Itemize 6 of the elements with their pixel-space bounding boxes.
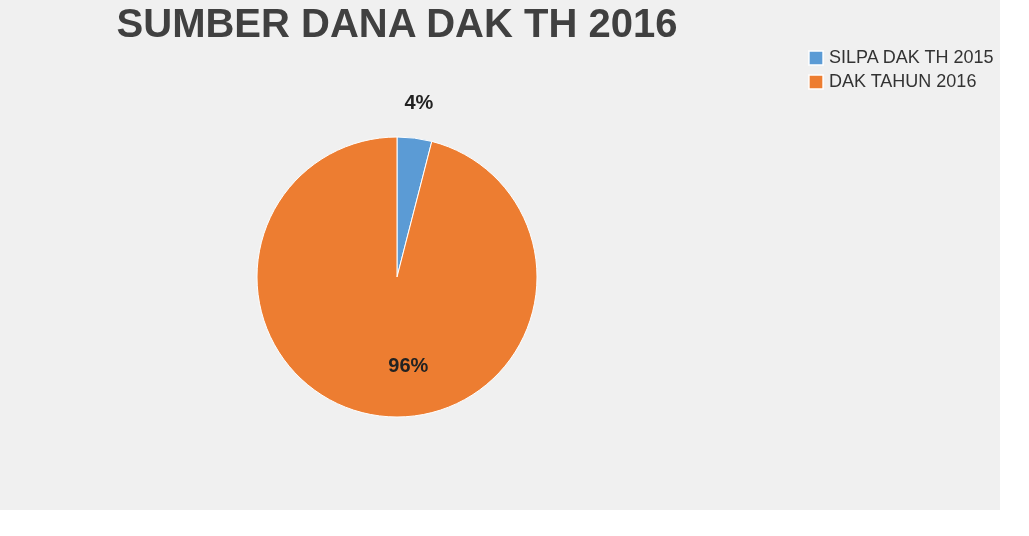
data-label: 4% bbox=[404, 91, 434, 114]
pie-slice bbox=[256, 136, 538, 418]
data-label: 96% bbox=[388, 354, 429, 377]
legend-label: DAK TAHUN 2016 bbox=[829, 71, 977, 91]
chart-title: SUMBER DANA DAK TH 2016 bbox=[116, 1, 678, 45]
legend-label: SILPA DAK TH 2015 bbox=[829, 47, 994, 67]
